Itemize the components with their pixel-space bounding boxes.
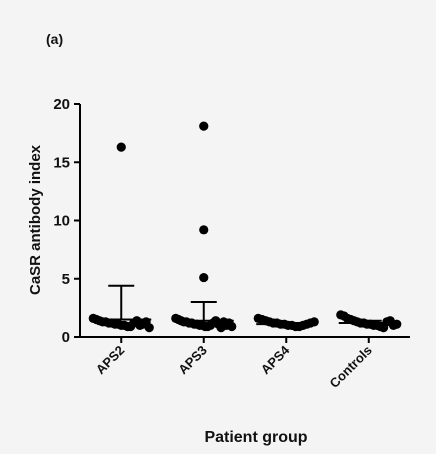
y-tick-label: 15 bbox=[53, 154, 70, 171]
y-tick-label: 10 bbox=[53, 213, 70, 230]
data-point bbox=[199, 225, 209, 235]
group-controls bbox=[336, 310, 402, 333]
group-aps3 bbox=[171, 121, 237, 333]
panel-label: (a) bbox=[46, 31, 63, 47]
y-tick-label: 20 bbox=[53, 96, 70, 113]
data-point bbox=[144, 323, 154, 333]
y-tick-label: 0 bbox=[62, 329, 70, 346]
y-tick-label: 5 bbox=[62, 271, 70, 288]
data-point bbox=[392, 319, 402, 329]
data-point bbox=[227, 321, 237, 332]
group-aps4 bbox=[253, 313, 319, 332]
x-tick-label: APS4 bbox=[258, 342, 293, 377]
x-axis-label: Patient group bbox=[204, 429, 307, 446]
x-tick-label: APS2 bbox=[93, 343, 128, 378]
axes bbox=[79, 104, 410, 338]
x-ticks: APS2 APS3 APS4 Controls bbox=[93, 337, 375, 391]
x-tick-label: APS3 bbox=[175, 343, 210, 378]
group-aps2 bbox=[88, 142, 154, 333]
data-point bbox=[199, 272, 209, 283]
data-point bbox=[116, 142, 126, 152]
y-axis-label: CaSR antibody index bbox=[27, 144, 44, 295]
y-ticks: 0 5 10 15 20 bbox=[53, 96, 80, 346]
x-tick-label: Controls bbox=[326, 343, 374, 391]
data-marks bbox=[88, 121, 402, 333]
data-point bbox=[199, 121, 209, 131]
